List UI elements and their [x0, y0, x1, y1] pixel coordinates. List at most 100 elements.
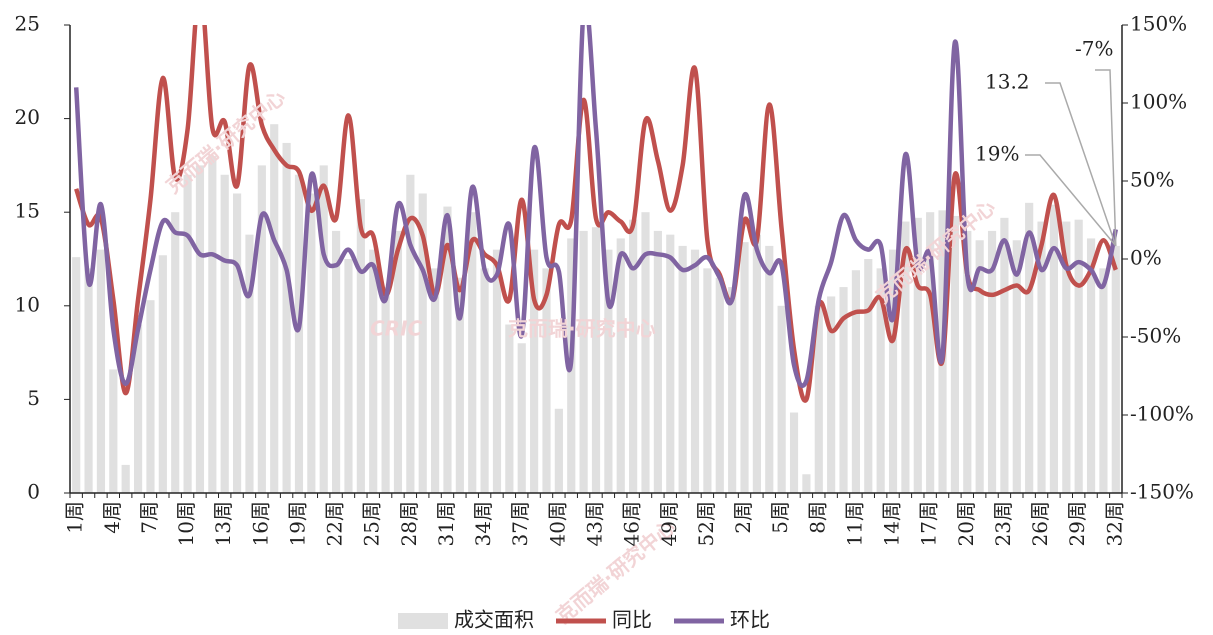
bar: [431, 268, 440, 493]
legend-label: 成交面积: [454, 608, 534, 632]
bar: [703, 268, 712, 493]
bar: [270, 124, 279, 493]
bar: [888, 249, 898, 493]
bar: [1086, 238, 1096, 493]
bar: [975, 240, 984, 493]
bar: [257, 165, 266, 493]
bar: [406, 174, 415, 493]
bar: [220, 174, 229, 493]
bar: [332, 230, 341, 493]
bar: [728, 287, 737, 493]
bar: [146, 300, 155, 493]
leader-line: [1025, 154, 1117, 247]
x-tick-label: 19周: [285, 501, 309, 546]
y2-tick-label: -50%: [1130, 324, 1181, 348]
bar: [1111, 245, 1120, 493]
legend-label: 同比: [612, 608, 652, 632]
bar: [381, 287, 390, 493]
leader-line: [1095, 69, 1117, 246]
x-tick-label: 49周: [657, 501, 681, 546]
bar: [232, 193, 242, 493]
x-tick-label: 14周: [880, 501, 904, 546]
bar: [480, 268, 489, 493]
bar: [183, 174, 192, 493]
leader-line: [1045, 82, 1117, 247]
bar: [133, 324, 143, 493]
y-tick-label: 5: [27, 386, 40, 410]
bar: [542, 268, 551, 493]
line-series: [73, 25, 1119, 388]
bar: [109, 369, 118, 493]
x-tick-label: 5周: [768, 501, 792, 534]
bar: [913, 217, 922, 493]
y2-tick-label: 100%: [1130, 90, 1187, 114]
bar: [84, 268, 93, 493]
bar: [492, 249, 502, 493]
bar: [715, 277, 724, 493]
x-tick-label: 31周: [434, 501, 458, 546]
x-tick-label: 13周: [211, 501, 235, 546]
bar: [802, 474, 811, 493]
bar: [950, 215, 960, 493]
x-tick-label: 29周: [1065, 501, 1089, 546]
bar: [839, 287, 848, 493]
x-tick-label: 17周: [917, 501, 941, 546]
bar: [1062, 221, 1071, 493]
bar: [740, 242, 749, 493]
annotation: -7%: [1075, 37, 1114, 61]
bar: [505, 324, 514, 493]
y2-tick-label: 50%: [1130, 168, 1174, 192]
bar: [245, 234, 254, 493]
bar: [282, 142, 291, 493]
bar: [666, 234, 675, 493]
bar: [851, 270, 860, 493]
x-tick-label: 40周: [545, 501, 569, 546]
bar: [827, 296, 836, 493]
legend-swatch: [398, 613, 448, 629]
bar: [530, 249, 539, 493]
x-tick-label: 22周: [323, 501, 347, 546]
bar: [208, 156, 217, 493]
bar: [765, 245, 774, 493]
x-tick-label: 32周: [1102, 501, 1126, 546]
bar: [876, 268, 885, 493]
bar: [752, 234, 761, 493]
x-tick-label: 11周: [842, 501, 866, 546]
x-tick-label: 25周: [360, 501, 384, 546]
bar: [158, 255, 167, 493]
bar: [1025, 202, 1034, 493]
bar: [369, 249, 378, 493]
bar: [789, 412, 799, 493]
bar: [319, 165, 328, 493]
y2-tick-label: 0%: [1130, 246, 1162, 270]
x-tick-label: 46周: [620, 501, 644, 546]
bar: [604, 249, 613, 493]
y-tick-label: 25: [15, 12, 40, 36]
y-tick-label: 10: [15, 292, 40, 316]
bar: [294, 174, 304, 493]
annotation: 13.2: [985, 70, 1030, 94]
bar: [1037, 221, 1046, 493]
y2-tick-label: -100%: [1130, 402, 1194, 426]
y-tick-label: 20: [15, 105, 40, 129]
y-tick-label: 15: [15, 199, 40, 223]
x-tick-label: 8周: [805, 501, 829, 534]
bar: [1049, 204, 1059, 493]
x-tick-label: 7周: [137, 501, 161, 534]
y2-tick-label: -150%: [1130, 480, 1194, 504]
bar: [171, 212, 180, 493]
bar: [864, 259, 873, 493]
bar: [1012, 240, 1021, 493]
bar: [987, 230, 997, 493]
x-tick-label: 4周: [100, 501, 124, 534]
bar: [777, 305, 786, 493]
bar: [195, 165, 205, 493]
bar: [653, 230, 662, 493]
y-tick-label: 0: [27, 480, 40, 504]
bar: [356, 199, 365, 493]
x-tick-label: 52周: [694, 501, 718, 546]
bar: [468, 212, 477, 493]
bar: [72, 257, 81, 493]
x-tick-label: 1周: [63, 501, 87, 534]
